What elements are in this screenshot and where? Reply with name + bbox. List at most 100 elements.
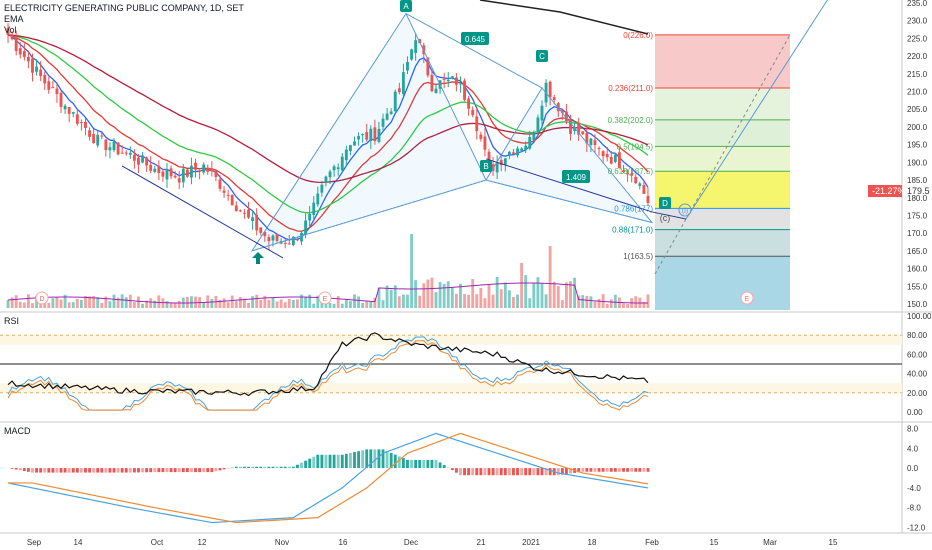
candle-body (499, 160, 503, 166)
price-axis[interactable]: 235.0 230.0 225.0 220.0 215.0 210.0 205.0 200.0… (907, 0, 928, 309)
candle-body (84, 121, 87, 129)
macd-histogram-bar (377, 449, 381, 469)
macd-histogram-bar (251, 466, 255, 469)
volume-bar (430, 277, 434, 308)
macd-histogram-bar (55, 468, 59, 473)
rsi-oversold-band (0, 383, 902, 393)
macd-histogram-bar (560, 468, 564, 475)
fib-level-label: 0.382(202.0) (608, 116, 654, 125)
candle-body (287, 243, 291, 245)
wave-c-label: (c) (660, 213, 671, 223)
macd-histogram-bar (169, 468, 173, 473)
pattern-point-badge (480, 160, 492, 172)
time-tick-label: 15 (829, 538, 838, 547)
fib-band (655, 229, 790, 257)
candle-body (589, 138, 593, 146)
candle-body (79, 122, 83, 124)
fibonacci-retracement[interactable]: 0(226.0)0.236(211.0)0.382(202.0)0.5(194.… (608, 31, 791, 310)
macd-histogram-bar (442, 464, 446, 469)
volume-bar (157, 295, 161, 308)
harmonic-pattern[interactable]: A B C D 0.645 1.409 (c) (i) (250, 0, 692, 252)
macd-histogram-bar (528, 468, 532, 476)
candle-body (214, 170, 218, 178)
macd-histogram-bar (467, 468, 471, 476)
candle-body (230, 194, 234, 206)
volume-bar (206, 295, 210, 308)
macd-histogram-bar (275, 466, 279, 469)
volume-bar (467, 294, 471, 308)
volume-bar (71, 302, 75, 308)
volume-bar (495, 276, 499, 308)
volume-bar (499, 289, 503, 308)
volume-bar (124, 297, 128, 308)
candle-body (524, 145, 528, 151)
candle-body (296, 239, 299, 241)
candle-body (613, 154, 617, 162)
macd-histogram-bar (149, 468, 153, 473)
macd-histogram-bar (47, 468, 51, 473)
candle-body (6, 27, 10, 36)
candle-body (512, 152, 515, 155)
macd-histogram-bar (430, 459, 434, 469)
macd-histogram-bar (463, 468, 466, 476)
price-tick-label: 180.0 (907, 194, 928, 203)
macd-histogram-bar (373, 449, 377, 469)
stoch-d-line (7, 340, 649, 411)
macd-tick-label: 0.0 (907, 464, 919, 473)
macd-histogram-bar (104, 468, 108, 473)
candle-body (646, 195, 650, 204)
macd-histogram-bar (206, 468, 210, 473)
candle-body (210, 168, 214, 172)
pattern-point-label: B (483, 162, 488, 171)
ema-medium-line (7, 34, 649, 232)
macd-histogram-bar (401, 458, 405, 469)
macd-axis[interactable]: 8.0 4.0 0.0 -4.0 -8.0 -12.0 (907, 424, 926, 532)
candle-body (520, 148, 524, 151)
fib-level-label: 0.88(171.0) (612, 226, 653, 235)
volume-bar (520, 263, 524, 308)
falling-channel-line (121, 165, 284, 259)
volume-bar (238, 296, 242, 308)
macd-histogram-bar (308, 458, 312, 469)
macd-histogram-bar (124, 468, 128, 473)
macd-histogram-bar (332, 454, 336, 469)
macd-histogram-bar (157, 468, 161, 473)
candle-body (283, 242, 287, 244)
macd-tick-label: 8.0 (907, 424, 919, 433)
rsi-tick-label: 80.00 (907, 331, 928, 340)
pattern-ratio-label: 1.409 (566, 173, 587, 182)
volume-bar (263, 295, 267, 308)
candle-body (507, 151, 511, 155)
candle-body (198, 170, 202, 172)
wave-i-label: (i) (682, 208, 688, 215)
time-tick-label: 15 (710, 538, 719, 547)
rsi-axis[interactable]: 100.00 80.00 60.00 40.00 20.00 0.00 (907, 312, 932, 417)
macd-histogram-bar (340, 454, 344, 469)
price-tick-label: 210.0 (907, 88, 928, 97)
volume-bar (365, 300, 369, 308)
candle-body (397, 88, 401, 93)
volume-bar (312, 303, 316, 308)
macd-tick-label: -4.0 (907, 484, 921, 493)
price-tick-label: 200.0 (907, 123, 928, 132)
volume-bar (10, 297, 14, 308)
volume-bar (573, 277, 577, 308)
trend-lines[interactable]: D E E (35, 0, 830, 305)
candle-body (369, 128, 373, 142)
time-axis[interactable]: Sep 14 Oct 12 Nov 16 Dec 21 2021 18 Feb 15 Mar 15 (27, 538, 838, 547)
candle-body (222, 190, 226, 193)
candle-body (92, 134, 96, 144)
macd-histogram-bar (137, 468, 140, 473)
candle-body (385, 113, 389, 120)
candle-body (234, 205, 238, 212)
volume-bar (190, 296, 193, 308)
projection-line-1 (651, 211, 687, 220)
macd-histogram-bar (234, 466, 238, 469)
volume-bar (234, 301, 238, 308)
macd-histogram-bar (100, 468, 104, 473)
macd-histogram-bar (96, 468, 100, 473)
macd-histogram-bar (283, 466, 287, 469)
candle-body (414, 40, 418, 53)
volume-bar (512, 296, 515, 308)
